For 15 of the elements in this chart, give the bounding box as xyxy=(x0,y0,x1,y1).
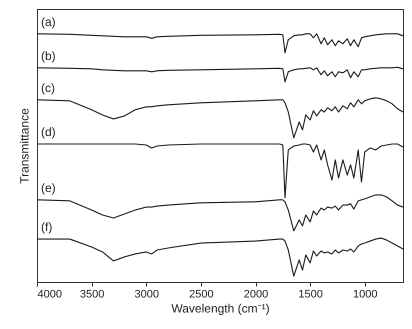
series-label: (d) xyxy=(41,125,56,140)
x-tick-label: 1500 xyxy=(298,288,323,300)
series-label: (b) xyxy=(41,48,56,63)
x-tick-label: 2500 xyxy=(189,288,214,300)
x-tick-label: 1000 xyxy=(353,288,378,300)
x-tick-label: 4000 xyxy=(38,288,62,300)
y-axis-title: Transmittance xyxy=(18,108,32,184)
x-tick-label: 3500 xyxy=(80,288,104,300)
series-label: (c) xyxy=(41,80,55,95)
series-label: (f) xyxy=(41,220,52,234)
series-label: (e) xyxy=(41,180,56,195)
x-axis-title: Wavelength (cm⁻¹) xyxy=(171,302,270,316)
series-label: (a) xyxy=(41,14,56,29)
x-tick-label: 2000 xyxy=(244,288,268,300)
x-tick-label: 3000 xyxy=(134,288,159,300)
